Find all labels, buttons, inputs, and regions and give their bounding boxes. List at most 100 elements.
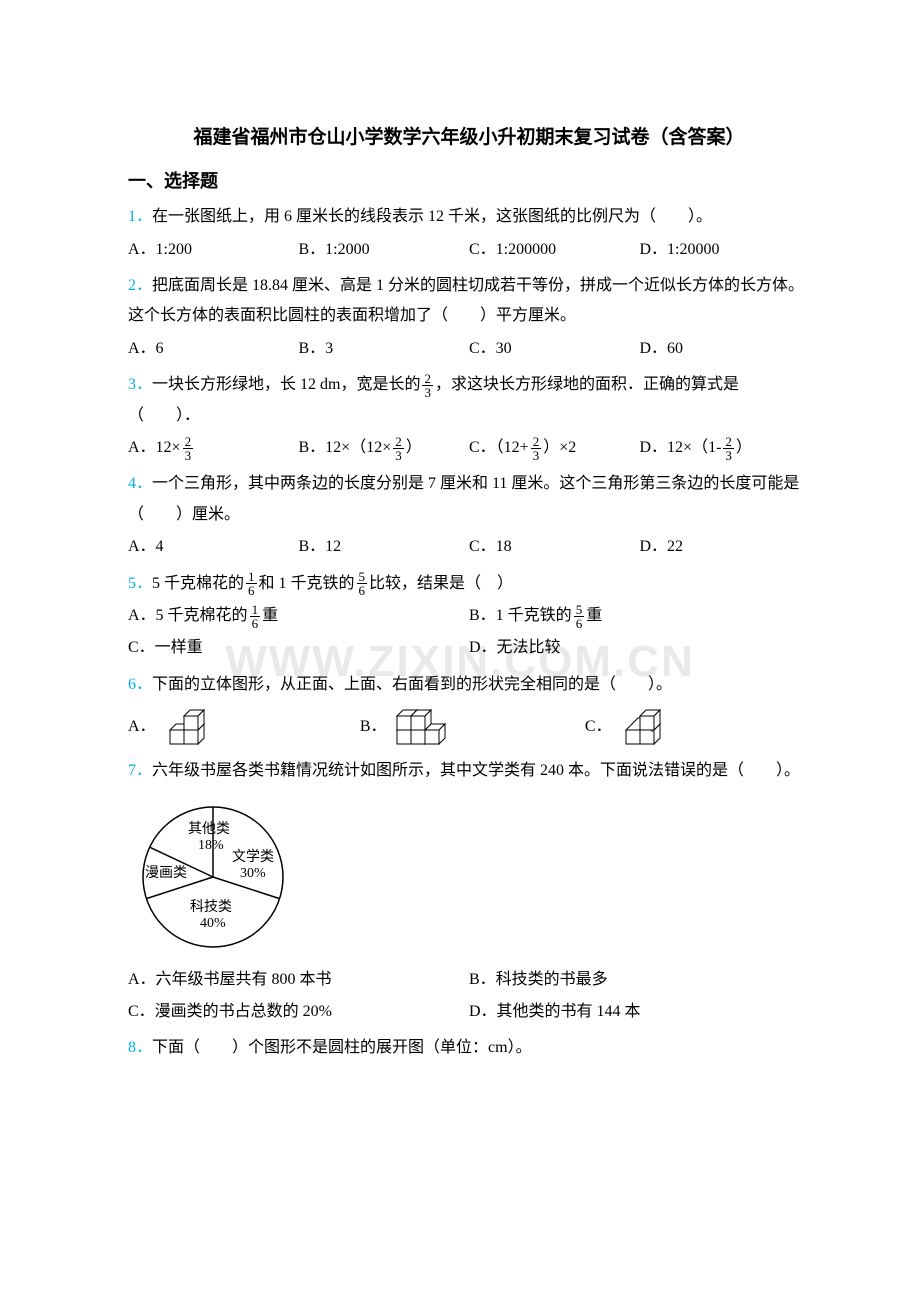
q3-b-frac: 23 — [393, 435, 404, 462]
q3-opt-c: C．（12+23）×2 — [469, 433, 640, 463]
q3-frac: 23 — [422, 372, 433, 399]
q4-num: 4． — [128, 475, 152, 492]
pie-label-lit: 文学类 — [232, 849, 274, 865]
question-1: 1．在一张图纸上，用 6 厘米长的线段表示 12 千米，这张图纸的比例尺为（ ）… — [128, 202, 810, 265]
pie-label-tech-pct: 40% — [200, 916, 226, 931]
q4-opt-b: B．12 — [299, 532, 470, 562]
q4-opt-a: A．4 — [128, 532, 299, 562]
q5-text-mid: 和 1 千克铁的 — [259, 575, 355, 592]
q6-opt-c: C． — [585, 704, 810, 750]
q3-d-den: 3 — [723, 449, 734, 462]
q2-opt-d: D．60 — [640, 334, 811, 364]
q5-options-2: C．一样重 D．无法比较 — [128, 633, 810, 663]
q5-b-num: 5 — [574, 603, 585, 617]
q5-opt-d: D．无法比较 — [469, 633, 810, 663]
q2-opt-a: A．6 — [128, 334, 299, 364]
q1-num: 1． — [128, 208, 152, 225]
q6-b-label: B． — [360, 712, 387, 742]
q5-a-pre: A．5 千克棉花的 — [128, 601, 248, 631]
q6-c-label: C． — [585, 712, 612, 742]
pie-chart-icon: 其他类 18% 文学类 30% 漫画类 科技类 40% — [128, 797, 308, 957]
section-heading: 一、选择题 — [128, 164, 810, 198]
page-title: 福建省福州市仓山小学数学六年级小升初期末复习试卷（含答案） — [128, 120, 810, 156]
q5-opt-c: C．一样重 — [128, 633, 469, 663]
q3-a-pre: A．12× — [128, 433, 181, 463]
pie-label-tech: 科技类 — [190, 899, 232, 915]
q5-f1-num: 1 — [246, 570, 257, 584]
q4-opt-d: D．22 — [640, 532, 811, 562]
q6-options: A． B． — [128, 704, 810, 750]
q5-b-den: 6 — [574, 617, 585, 630]
question-5: 5．5 千克棉花的16和 1 千克铁的56比较，结果是（ ） A．5 千克棉花的… — [128, 569, 810, 664]
question-6: 6．下面的立体图形，从正面、上面、右面看到的形状完全相同的是（ ）。 A． — [128, 670, 810, 750]
q5-a-post: 重 — [262, 601, 278, 631]
q2-opt-c: C．30 — [469, 334, 640, 364]
q3-frac-num: 2 — [422, 372, 433, 386]
q5-a-den: 6 — [250, 617, 261, 630]
q1-opt-a: A．1:200 — [128, 235, 299, 265]
question-4: 4．一个三角形，其中两条边的长度分别是 7 厘米和 11 厘米。这个三角形第三条… — [128, 469, 810, 562]
q7-options-1: A．六年级书屋共有 800 本书 B．科技类的书最多 — [128, 965, 810, 995]
q5-opt-b: B．1 千克铁的56重 — [469, 601, 810, 631]
q5-options-1: A．5 千克棉花的16重 B．1 千克铁的56重 — [128, 601, 810, 631]
pie-label-other: 其他类 — [188, 821, 230, 837]
question-8: 8．下面（ ）个图形不是圆柱的展开图（单位：cm）。 — [128, 1033, 810, 1063]
q3-a-frac: 23 — [183, 435, 194, 462]
q5-num: 5． — [128, 575, 152, 592]
q6-text: 下面的立体图形，从正面、上面、右面看到的形状完全相同的是（ ）。 — [152, 676, 672, 693]
pie-chart: 其他类 18% 文学类 30% 漫画类 科技类 40% — [128, 797, 810, 957]
q4-text: 一个三角形，其中两条边的长度分别是 7 厘米和 11 厘米。这个三角形第三条边的… — [128, 475, 799, 522]
q3-d-num: 2 — [723, 435, 734, 449]
q2-text: 把底面周长是 18.84 厘米、高是 1 分米的圆柱切成若干等份，拼成一个近似长… — [128, 277, 804, 324]
q5-opt-a: A．5 千克棉花的16重 — [128, 601, 469, 631]
q5-b-frac: 56 — [574, 603, 585, 630]
cube-figure-a-icon — [162, 704, 218, 750]
q3-text-pre: 一块长方形绿地，长 12 dm，宽是长的 — [152, 376, 420, 393]
q3-c-post: ）×2 — [543, 433, 576, 463]
q3-options: A．12×23 B．12×（12×23） C．（12+23）×2 D．12×（1… — [128, 433, 810, 463]
q8-num: 8． — [128, 1039, 152, 1056]
q3-d-post: ） — [736, 433, 752, 463]
q7-opt-d: D．其他类的书有 144 本 — [469, 997, 810, 1027]
q3-d-frac: 23 — [723, 435, 734, 462]
q3-c-frac: 23 — [531, 435, 542, 462]
question-7: 7．六年级书屋各类书籍情况统计如图所示，其中文学类有 240 本。下面说法错误的… — [128, 756, 810, 1027]
pie-label-other-pct: 18% — [198, 838, 224, 853]
q5-b-post: 重 — [586, 601, 602, 631]
q5-frac1: 16 — [246, 570, 257, 597]
pie-label-comic: 漫画类 — [145, 865, 187, 881]
q5-frac2: 56 — [357, 570, 368, 597]
question-3: 3．一块长方形绿地，长 12 dm，宽是长的23，求这块长方形绿地的面积．正确的… — [128, 370, 810, 463]
q3-b-den: 3 — [393, 449, 404, 462]
q3-frac-den: 3 — [422, 386, 433, 399]
page-content: 福建省福州市仓山小学数学六年级小升初期末复习试卷（含答案） 一、选择题 1．在一… — [128, 120, 810, 1064]
q5-f1-den: 6 — [246, 584, 257, 597]
q7-opt-b: B．科技类的书最多 — [469, 965, 810, 995]
cube-figure-c-icon — [618, 704, 674, 750]
q6-opt-b: B． — [360, 704, 585, 750]
q3-opt-b: B．12×（12×23） — [299, 433, 470, 463]
question-2: 2．把底面周长是 18.84 厘米、高是 1 分米的圆柱切成若干等份，拼成一个近… — [128, 271, 810, 364]
q3-b-num: 2 — [393, 435, 404, 449]
q1-opt-d: D．1:20000 — [640, 235, 811, 265]
q3-c-pre: C．（12+ — [469, 433, 529, 463]
q2-opt-b: B．3 — [299, 334, 470, 364]
q6-a-label: A． — [128, 712, 156, 742]
q3-num: 3． — [128, 376, 152, 393]
q6-opt-a: A． — [128, 704, 360, 750]
q5-f2-den: 6 — [357, 584, 368, 597]
q7-opt-c: C．漫画类的书占总数的 20% — [128, 997, 469, 1027]
q1-opt-b: B．1:2000 — [299, 235, 470, 265]
q3-opt-d: D．12×（1-23） — [640, 433, 811, 463]
q5-a-frac: 16 — [250, 603, 261, 630]
q5-text-pre: 5 千克棉花的 — [152, 575, 244, 592]
q2-options: A．6 B．3 C．30 D．60 — [128, 334, 810, 364]
pie-label-lit-pct: 30% — [240, 866, 266, 881]
q2-num: 2． — [128, 277, 152, 294]
q1-text: 在一张图纸上，用 6 厘米长的线段表示 12 千米，这张图纸的比例尺为（ ）。 — [152, 208, 712, 225]
q7-opt-a: A．六年级书屋共有 800 本书 — [128, 965, 469, 995]
q5-text-post: 比较，结果是（ ） — [369, 575, 513, 592]
q3-a-den: 3 — [183, 449, 194, 462]
q5-a-num: 1 — [250, 603, 261, 617]
q7-text: 六年级书屋各类书籍情况统计如图所示，其中文学类有 240 本。下面说法错误的是（… — [152, 762, 800, 779]
